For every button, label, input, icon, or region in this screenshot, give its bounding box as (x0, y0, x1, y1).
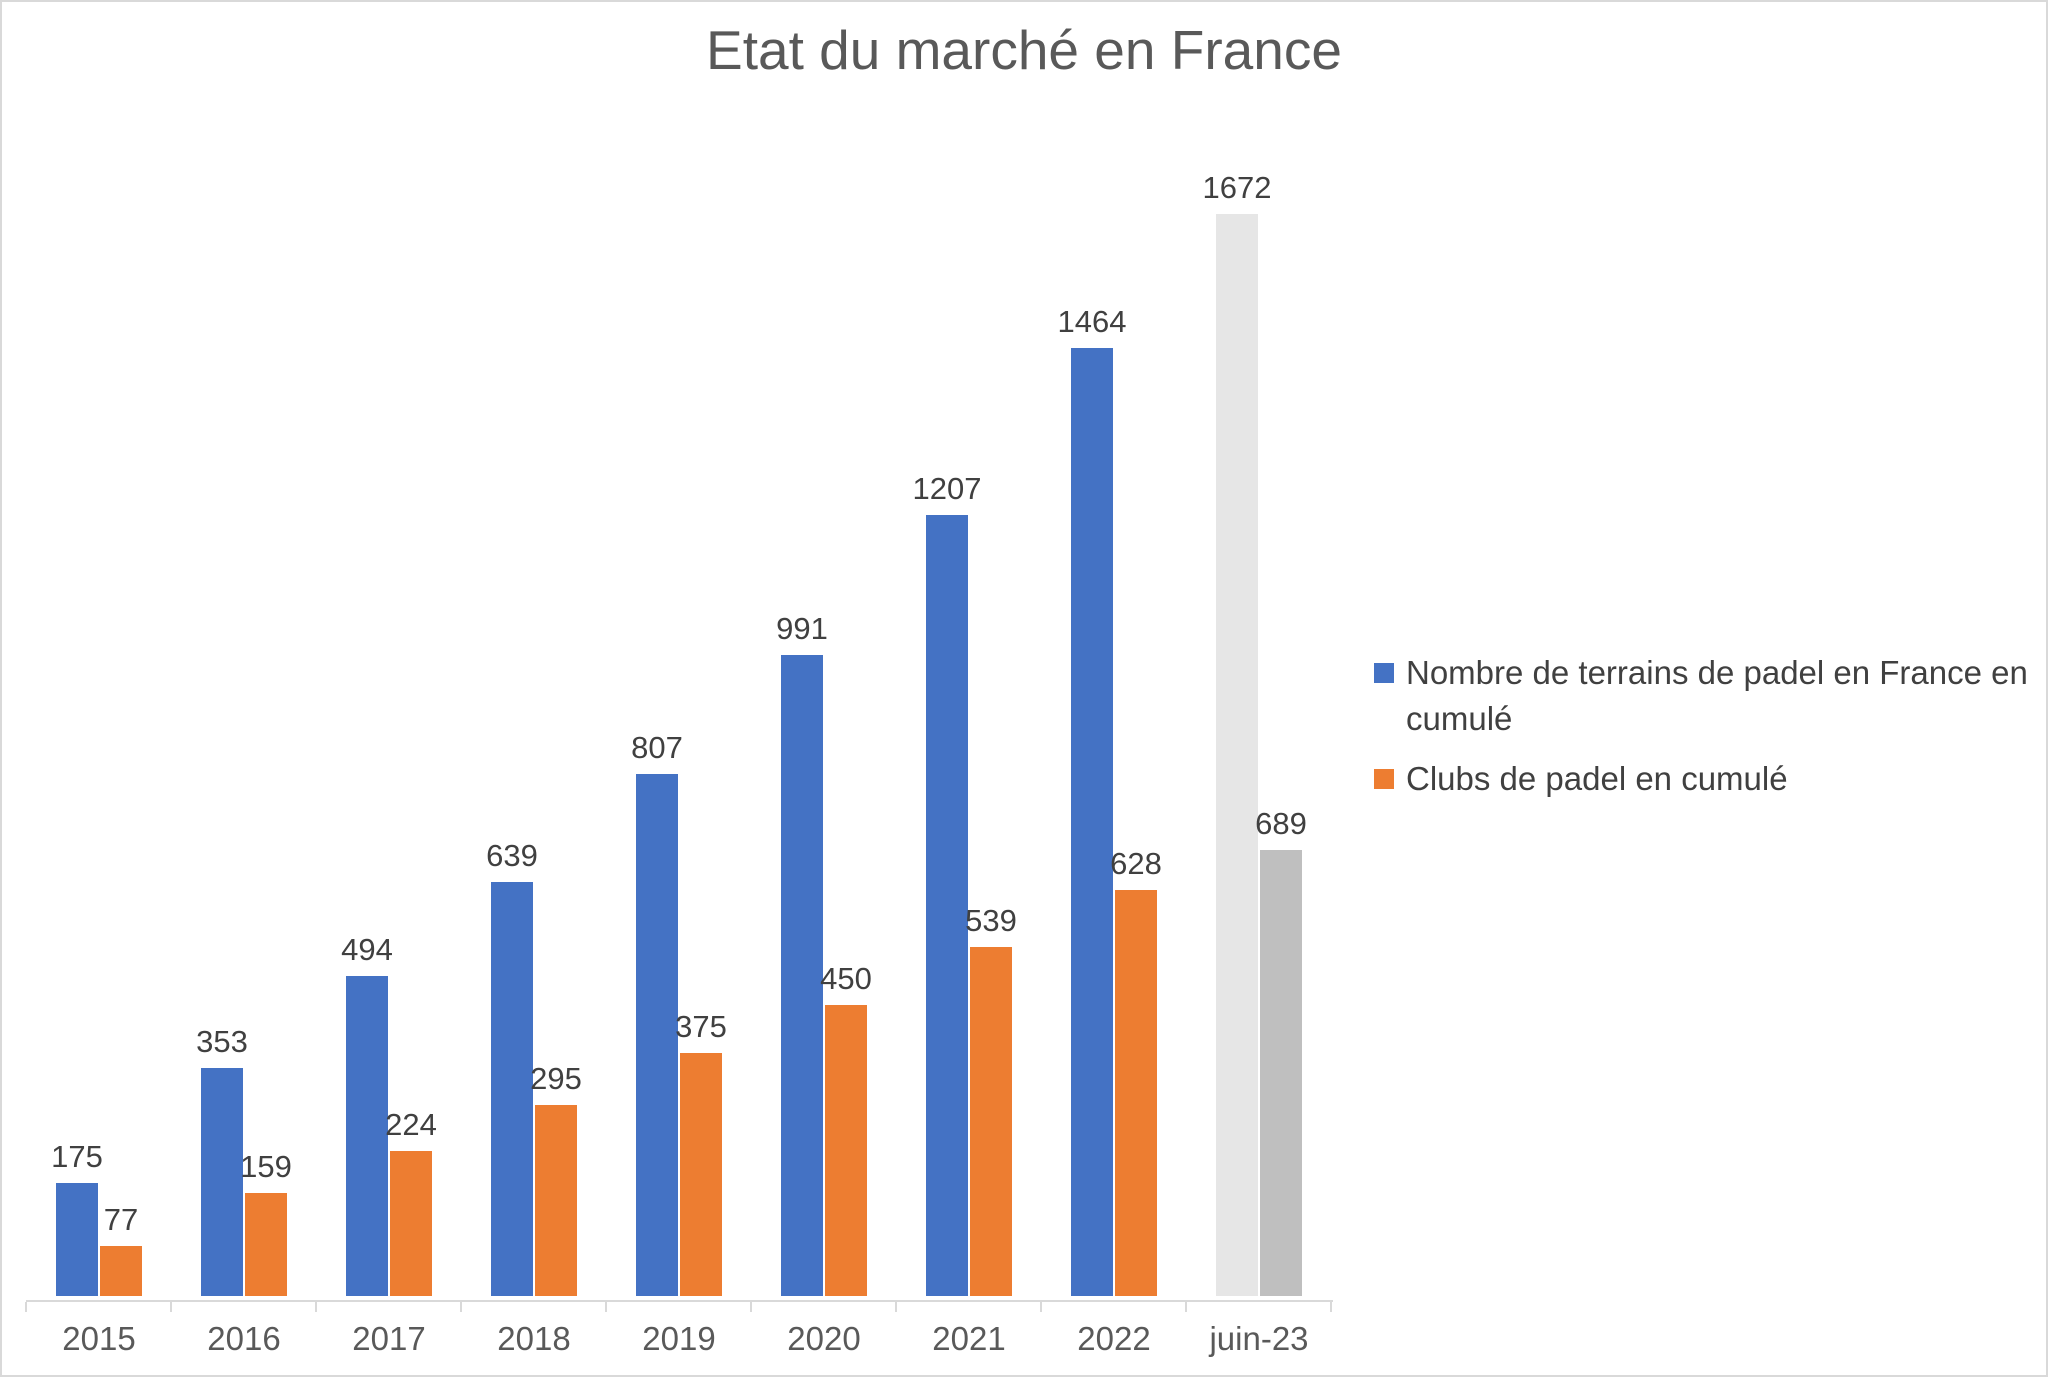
x-axis-label-2019: 2019 (642, 1320, 716, 1357)
chart-title: Etat du marché en France (706, 19, 1342, 81)
x-axis-label-2017: 2017 (352, 1320, 426, 1357)
data-label-terrains-2019: 807 (631, 730, 683, 765)
data-label-terrains-2018: 639 (486, 838, 538, 873)
bar-terrains-2017 (346, 976, 388, 1296)
data-label-terrains-2022: 1464 (1057, 304, 1127, 339)
legend-label-terrains: Nombre de terrains de padel en France en… (1406, 654, 2028, 737)
data-label-clubs-2020: 450 (820, 961, 872, 996)
legend-item-clubs: Clubs de padel en cumulé (1374, 756, 2046, 802)
axis-tick (460, 1302, 462, 1312)
axis-tick (1330, 1302, 1332, 1312)
x-axis-label-2018: 2018 (497, 1320, 571, 1357)
bar-clubs-2020 (825, 1005, 867, 1296)
data-label-clubs-2019: 375 (675, 1009, 727, 1044)
data-label-clubs-2017: 224 (385, 1107, 437, 1142)
axis-tick (315, 1302, 317, 1312)
axis-tick (1185, 1302, 1187, 1312)
x-axis-label-2021: 2021 (932, 1320, 1006, 1357)
bar-clubs-2019 (680, 1053, 722, 1296)
data-label-clubs-2018: 295 (530, 1061, 582, 1096)
axis-tick (170, 1302, 172, 1312)
x-axis-label-2015: 2015 (62, 1320, 136, 1357)
data-label-terrains-2015: 175 (51, 1139, 103, 1174)
data-label-terrains-2020: 991 (776, 611, 828, 646)
bar-terrains-2016 (201, 1068, 243, 1296)
data-label-clubs-juin-23: 689 (1255, 806, 1307, 841)
bar-clubs-2017 (390, 1151, 432, 1296)
legend: Nombre de terrains de padel en France en… (1374, 650, 2046, 816)
bar-terrains-2021 (926, 515, 968, 1296)
bar-clubs-juin-23 (1260, 850, 1302, 1296)
bar-clubs-2018 (535, 1105, 577, 1296)
axis-tick (895, 1302, 897, 1312)
x-axis-line (26, 1300, 1333, 1302)
data-label-clubs-2021: 539 (965, 903, 1017, 938)
legend-item-terrains: Nombre de terrains de padel en France en… (1374, 650, 2046, 742)
data-label-clubs-2016: 159 (240, 1149, 292, 1184)
data-label-terrains-2021: 1207 (912, 471, 982, 506)
data-label-terrains-2016: 353 (196, 1024, 248, 1059)
legend-swatch-clubs (1374, 769, 1394, 789)
data-label-clubs-2022: 628 (1110, 846, 1162, 881)
x-axis-label-2022: 2022 (1077, 1320, 1151, 1357)
bar-clubs-2022 (1115, 890, 1157, 1296)
data-label-terrains-2017: 494 (341, 932, 393, 967)
bar-terrains-2015 (56, 1183, 98, 1296)
axis-tick (1040, 1302, 1042, 1312)
legend-swatch-terrains (1374, 663, 1394, 683)
data-label-terrains-juin-23: 1672 (1202, 170, 1272, 205)
axis-tick (605, 1302, 607, 1312)
bar-terrains-2019 (636, 774, 678, 1296)
bar-terrains-2018 (491, 882, 533, 1296)
data-label-clubs-2015: 77 (103, 1202, 139, 1237)
axis-tick (25, 1302, 27, 1312)
bar-terrains-2022 (1071, 348, 1113, 1296)
x-axis-label-2016: 2016 (207, 1320, 281, 1357)
x-axis-label-juin-23: juin-23 (1209, 1320, 1309, 1357)
bar-terrains-juin-23 (1216, 214, 1258, 1296)
x-axis-label-2020: 2020 (787, 1320, 861, 1357)
legend-label-clubs: Clubs de padel en cumulé (1406, 760, 1788, 797)
bar-clubs-2021 (970, 947, 1012, 1296)
axis-tick (750, 1302, 752, 1312)
bar-clubs-2016 (245, 1193, 287, 1296)
bar-clubs-2015 (100, 1246, 142, 1296)
bar-terrains-2020 (781, 655, 823, 1296)
